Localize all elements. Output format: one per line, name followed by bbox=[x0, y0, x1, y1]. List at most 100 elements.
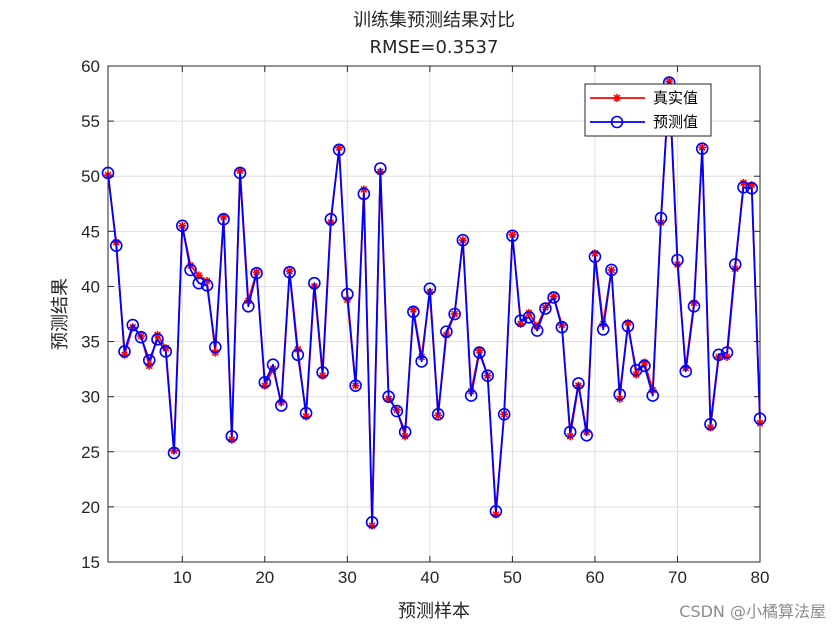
circle-marker bbox=[638, 359, 651, 373]
circle-marker bbox=[167, 446, 181, 460]
x-tick-label: 70 bbox=[668, 568, 687, 587]
circle-marker bbox=[539, 302, 552, 315]
legend-item: 真实值 bbox=[590, 89, 698, 107]
circle-marker bbox=[737, 180, 750, 194]
circle-marker bbox=[695, 142, 709, 155]
circle-marker bbox=[605, 263, 618, 277]
legend-circle-icon bbox=[610, 115, 624, 129]
circle-marker bbox=[555, 320, 569, 334]
circle-marker bbox=[464, 389, 478, 402]
y-tick-label: 35 bbox=[81, 333, 100, 352]
circle-marker bbox=[118, 345, 131, 358]
circle-marker bbox=[275, 399, 288, 412]
circle-marker bbox=[175, 219, 189, 233]
circle-marker bbox=[522, 311, 536, 324]
series-line bbox=[107, 81, 761, 524]
x-tick-label: 50 bbox=[503, 568, 522, 587]
circle-marker bbox=[134, 330, 148, 344]
circle-marker bbox=[217, 212, 230, 226]
y-tick-label: 45 bbox=[81, 222, 100, 241]
circle-marker bbox=[242, 299, 255, 313]
circle-marker bbox=[299, 406, 313, 420]
circle-marker bbox=[415, 355, 428, 368]
y-tick-label: 15 bbox=[81, 553, 100, 572]
circle-marker bbox=[530, 324, 544, 337]
x-tick-label: 40 bbox=[420, 568, 439, 587]
y-axis: 15 20 25 30 35 40 45 50 55 60 bbox=[81, 57, 760, 572]
circle-marker bbox=[687, 299, 701, 313]
circle-marker bbox=[679, 365, 693, 378]
circle-marker bbox=[456, 233, 470, 247]
circle-marker bbox=[126, 318, 140, 332]
circle-marker bbox=[283, 265, 296, 279]
circle-marker bbox=[101, 166, 115, 180]
circle-marker bbox=[184, 263, 197, 277]
circle-marker bbox=[390, 404, 404, 418]
circle-marker bbox=[745, 182, 759, 195]
x-tick-label: 80 bbox=[751, 568, 770, 587]
legend-star-icon bbox=[613, 94, 621, 102]
circle-marker bbox=[572, 377, 585, 390]
circle-marker bbox=[308, 276, 321, 290]
circle-marker bbox=[357, 187, 371, 201]
circle-marker bbox=[365, 516, 379, 529]
x-tick-label: 20 bbox=[255, 568, 274, 587]
y-tick-label: 55 bbox=[81, 112, 100, 131]
x-tick-label: 60 bbox=[585, 568, 604, 587]
series-layer bbox=[101, 76, 767, 530]
star-marker bbox=[665, 77, 674, 86]
circle-marker bbox=[712, 348, 726, 362]
circle-marker bbox=[200, 279, 214, 292]
circle-marker bbox=[258, 376, 272, 389]
y-tick-label: 50 bbox=[81, 167, 100, 186]
circle-marker bbox=[159, 345, 173, 358]
circle-marker bbox=[341, 287, 354, 301]
circle-marker bbox=[266, 358, 280, 372]
watermark: CSDN @小橘算法屋 bbox=[679, 602, 826, 621]
circle-marker bbox=[142, 353, 156, 367]
series-2 bbox=[101, 76, 767, 529]
y-tick-label: 40 bbox=[81, 277, 100, 296]
circle-marker bbox=[580, 428, 593, 442]
star-marker bbox=[252, 268, 261, 277]
plot-area bbox=[107, 65, 761, 563]
circle-marker bbox=[208, 340, 222, 354]
y-tick-label: 20 bbox=[81, 498, 100, 517]
circle-marker bbox=[654, 211, 668, 225]
x-axis: 10 20 30 40 50 60 70 80 bbox=[173, 66, 770, 587]
circle-marker bbox=[192, 276, 206, 290]
circle-marker bbox=[596, 323, 610, 336]
y-tick-label: 60 bbox=[81, 57, 100, 76]
circle-marker bbox=[489, 504, 503, 518]
circle-marker bbox=[473, 346, 486, 359]
circle-marker bbox=[448, 307, 461, 321]
circle-marker bbox=[720, 346, 734, 359]
circle-marker bbox=[291, 348, 305, 362]
circle-marker bbox=[407, 305, 420, 319]
circle-marker bbox=[324, 212, 338, 226]
circle-marker bbox=[423, 282, 437, 295]
circle-marker bbox=[398, 425, 412, 439]
legend-label: 预测值 bbox=[653, 113, 698, 131]
circle-marker bbox=[151, 333, 164, 346]
circle-marker bbox=[316, 366, 329, 379]
circle-marker bbox=[349, 379, 362, 392]
circle-marker bbox=[753, 412, 767, 426]
circle-marker bbox=[382, 390, 395, 403]
series-line bbox=[107, 80, 761, 527]
x-axis-label: 预测样本 bbox=[398, 601, 470, 622]
circle-marker bbox=[109, 239, 123, 252]
x-tick-label: 10 bbox=[173, 568, 192, 587]
circle-marker bbox=[225, 430, 239, 443]
x-tick-label: 30 bbox=[338, 568, 357, 587]
legend-label: 真实值 bbox=[653, 89, 698, 107]
chart-subtitle: RMSE=0.3537 bbox=[370, 37, 499, 58]
circle-marker bbox=[506, 229, 519, 243]
y-axis-label: 预测结果 bbox=[50, 278, 71, 350]
circle-marker bbox=[588, 250, 602, 263]
chart-title: 训练集预测结果对比 bbox=[353, 10, 515, 31]
circle-marker bbox=[431, 408, 445, 421]
